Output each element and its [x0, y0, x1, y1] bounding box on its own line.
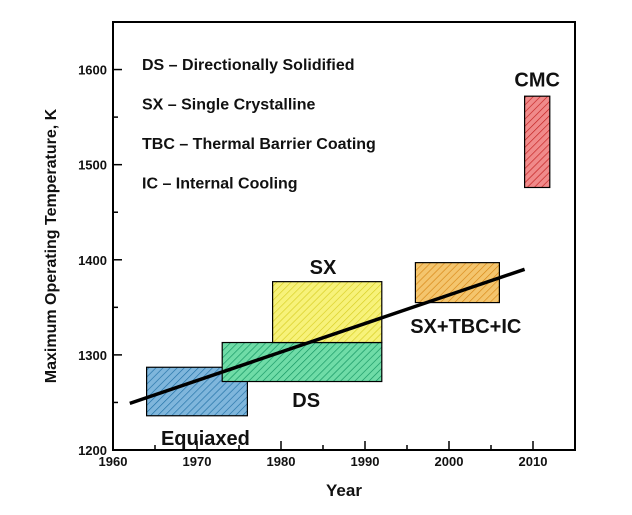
- y-tick-label: 1300: [78, 348, 107, 363]
- plot-frame: [112, 21, 576, 451]
- legend-entry: SX – Single Crystalline: [142, 97, 316, 114]
- y-axis-label: Maximum Operating Temperature, K: [43, 108, 60, 383]
- y-tick-label: 1600: [78, 63, 107, 78]
- x-tick-label: 2010: [519, 454, 548, 469]
- region-labels: Equiaxed DS SX SX+TBC+IC CMC: [161, 70, 560, 451]
- trend-line: [129, 267, 526, 406]
- region-ds: [221, 341, 383, 383]
- y-tick-label: 1200: [78, 443, 107, 458]
- y-tick-label: 1400: [78, 253, 107, 268]
- region-sx: [272, 281, 383, 344]
- x-tick-label: 1990: [351, 454, 380, 469]
- region-label-sx: SX: [310, 257, 337, 279]
- regions-layer: [146, 95, 551, 417]
- x-tick-label: 2000: [435, 454, 464, 469]
- x-tick-label: 1960: [99, 454, 128, 469]
- legend: DS – Directionally Solidified SX – Single…: [142, 57, 376, 193]
- region-label-ds: DS: [292, 390, 320, 412]
- legend-entry: TBC – Thermal Barrier Coating: [142, 136, 376, 153]
- y-tick-label: 1500: [78, 158, 107, 173]
- legend-entry: DS – Directionally Solidified: [142, 57, 355, 74]
- legend-entry: IC – Internal Cooling: [142, 176, 298, 193]
- x-tick-label: 1980: [267, 454, 296, 469]
- region-cmc: [523, 95, 551, 189]
- x-tick-label: 1970: [183, 454, 212, 469]
- region-label-equiaxed: Equiaxed: [161, 428, 250, 450]
- axis-ticks: 1960 1970 1980 1990 2000 2010 1200 1300 1400 1500…: [78, 21, 576, 469]
- region-label-sx-tbc-ic: SX+TBC+IC: [410, 316, 521, 338]
- x-axis-label: Year: [326, 481, 362, 500]
- region-label-cmc: CMC: [514, 70, 560, 92]
